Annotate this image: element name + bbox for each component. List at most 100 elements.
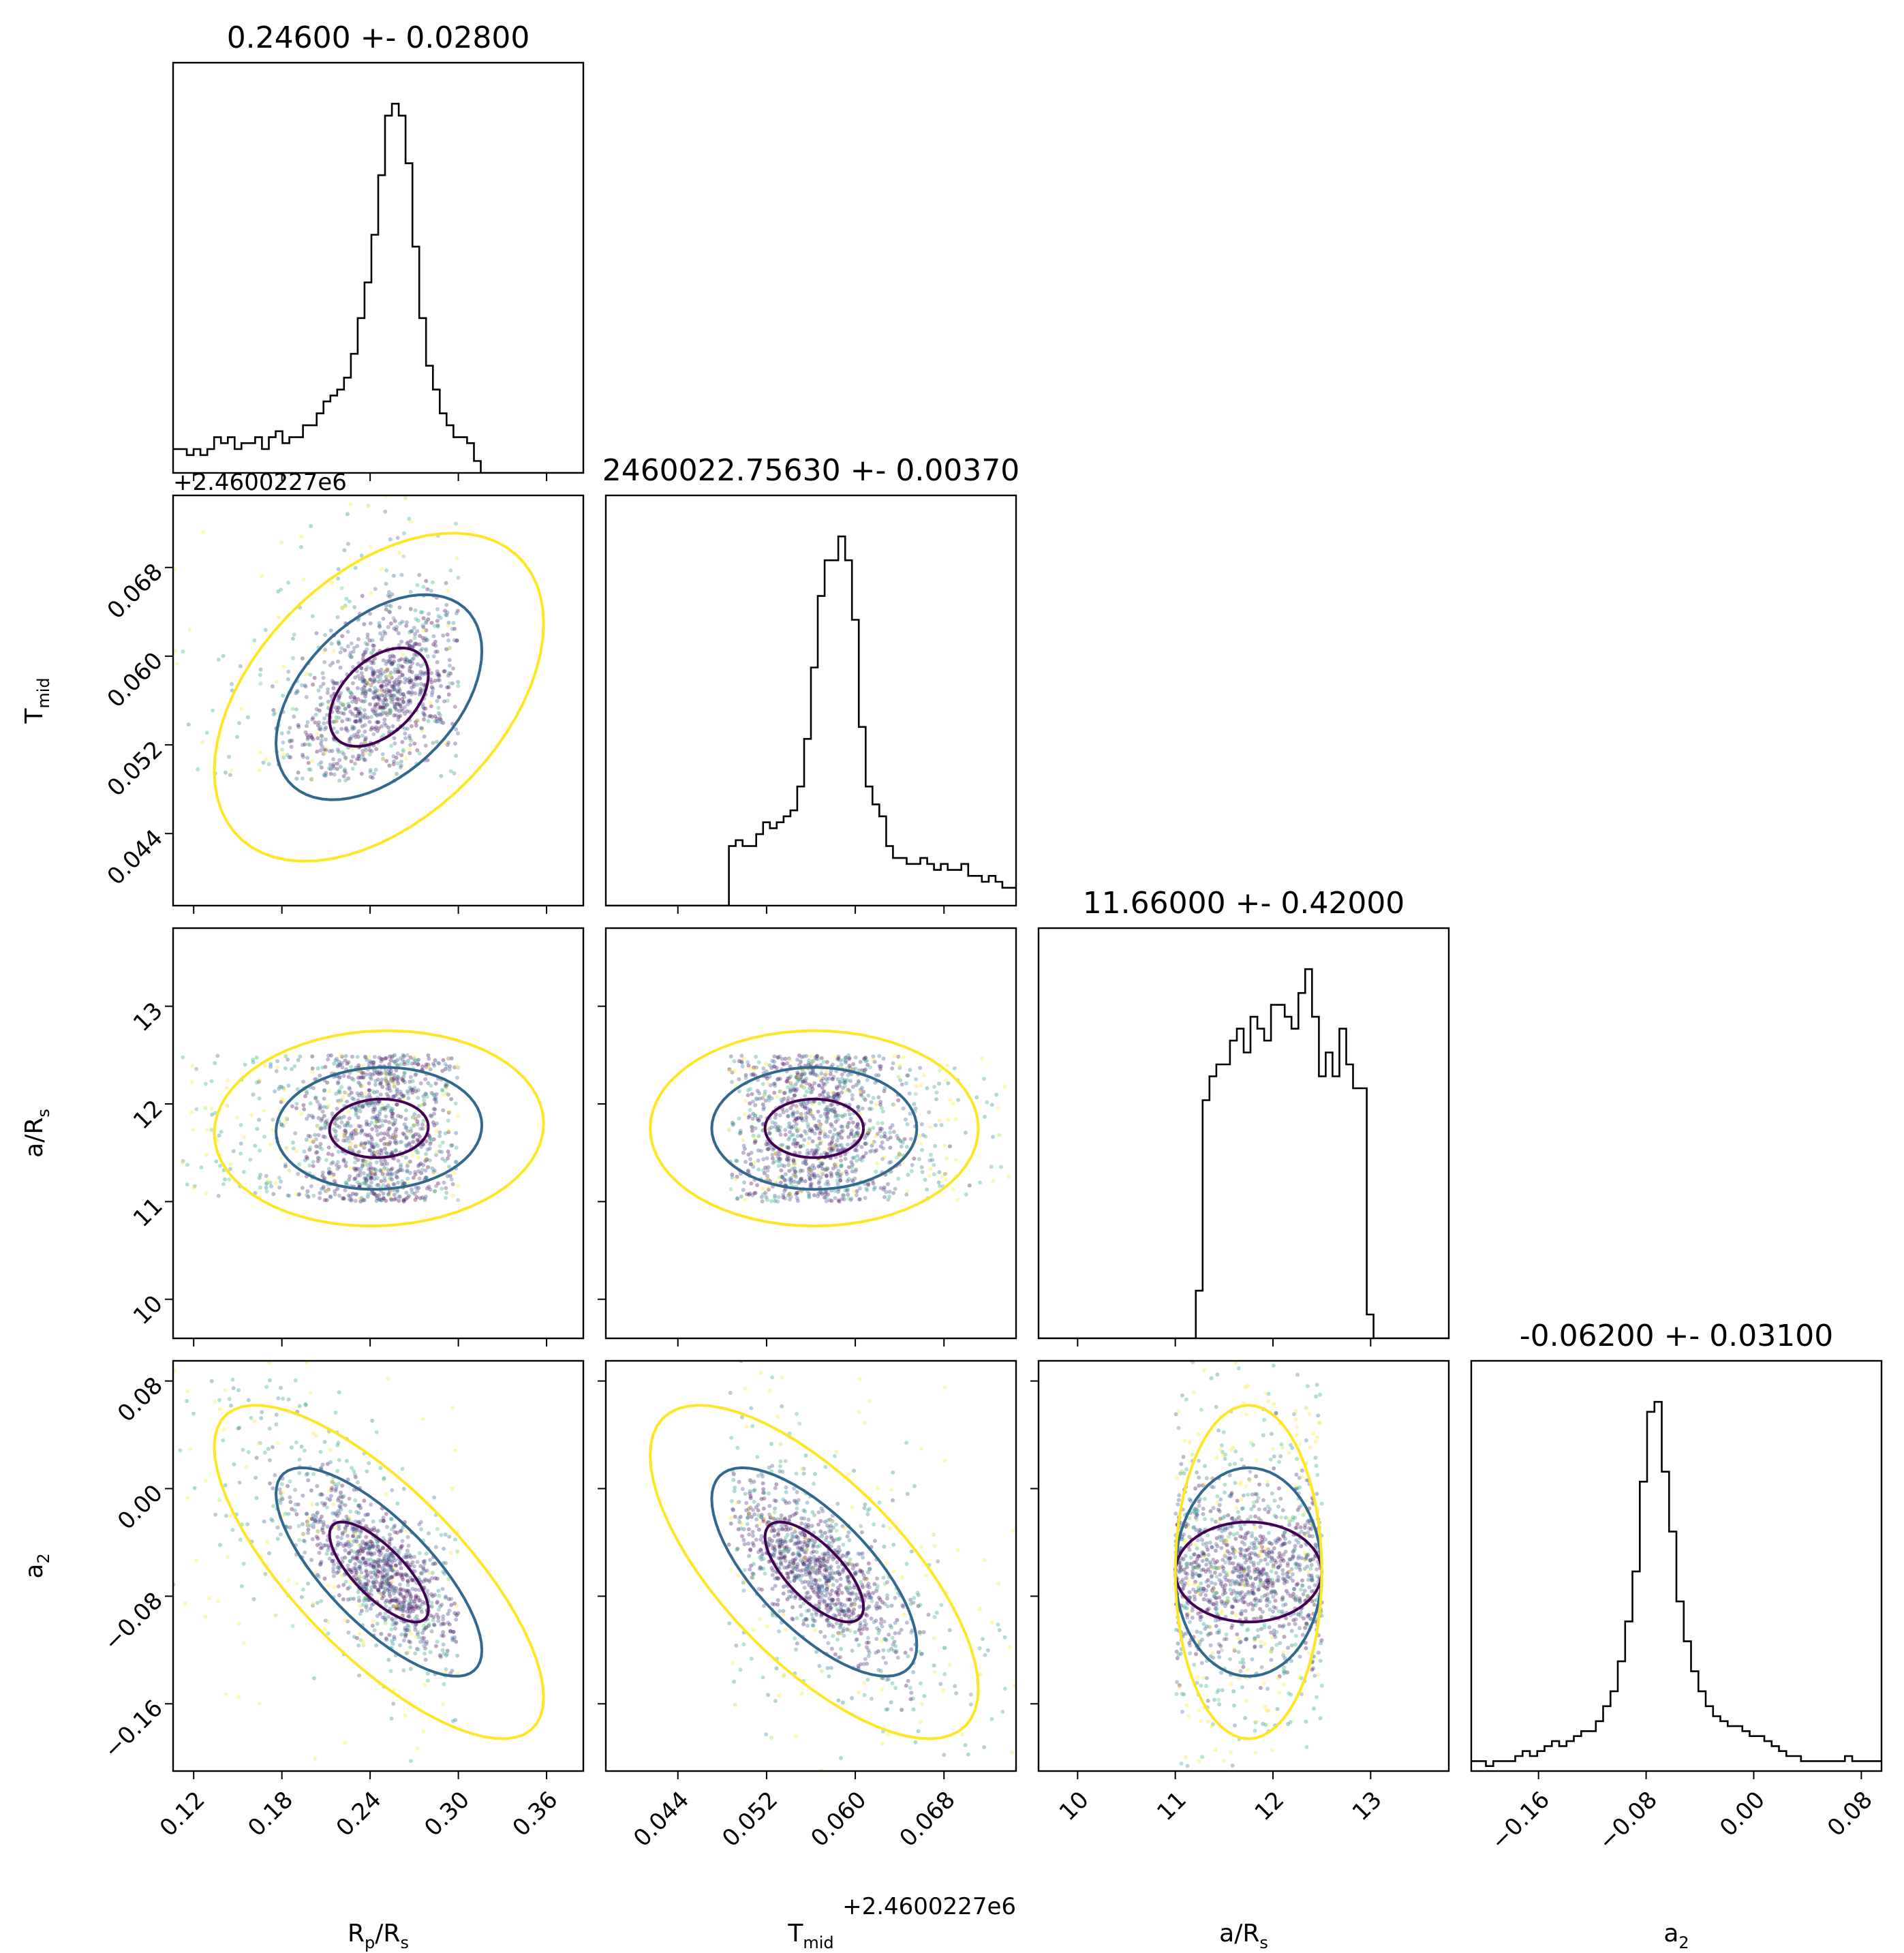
sample-point: [789, 1178, 794, 1182]
sample-point: [293, 1131, 298, 1135]
sample-point: [342, 1134, 347, 1139]
sample-point: [429, 1083, 433, 1088]
sample-point: [792, 1578, 797, 1583]
sample-point: [896, 1098, 901, 1103]
sample-point: [381, 701, 386, 705]
sample-point: [371, 1619, 375, 1624]
sample-point: [404, 1555, 409, 1560]
sample-point: [352, 1469, 356, 1473]
sample-point: [445, 1083, 450, 1087]
sample-point: [380, 671, 385, 676]
sample-point: [849, 1603, 854, 1608]
sample-point: [904, 1081, 908, 1086]
sample-point: [427, 714, 431, 719]
sample-point: [809, 1182, 814, 1186]
sample-point: [356, 1520, 360, 1524]
sample-point: [369, 1060, 374, 1065]
sample-point: [357, 1106, 362, 1111]
sample-point: [435, 678, 440, 682]
sample-point: [342, 1572, 347, 1577]
sample-point: [746, 1060, 750, 1064]
sample-point: [365, 1512, 370, 1517]
sample-point: [432, 1097, 437, 1102]
sample-point: [323, 1135, 328, 1139]
sample-point: [828, 1095, 833, 1100]
sample-point: [878, 1186, 883, 1190]
sample-point: [310, 1066, 315, 1071]
sample-point: [360, 594, 365, 598]
sample-point: [385, 713, 390, 718]
sample-point: [251, 1060, 256, 1064]
sample-point: [314, 631, 319, 636]
sample-point: [433, 1096, 438, 1101]
sample-point: [848, 1079, 853, 1083]
sample-point: [245, 715, 250, 720]
sample-point: [358, 1131, 363, 1135]
sample-point: [357, 1543, 362, 1548]
sample-point: [838, 1601, 842, 1605]
sample-point: [828, 1072, 833, 1077]
sample-point: [857, 1186, 862, 1190]
sample-point: [305, 1091, 309, 1096]
sample-point: [353, 566, 358, 570]
sample-point: [414, 1185, 418, 1190]
contour-level-3: [213, 532, 545, 863]
sample-point: [322, 727, 327, 732]
sample-point: [748, 1101, 752, 1106]
sample-point: [798, 1169, 802, 1174]
sample-point: [379, 1107, 384, 1111]
sample-point: [365, 679, 369, 684]
sample-point: [412, 1601, 417, 1605]
sample-point: [357, 1503, 362, 1507]
sample-point: [396, 666, 401, 671]
sample-point: [335, 708, 339, 713]
sample-point: [405, 1128, 410, 1133]
sample-point: [425, 758, 430, 763]
sample-point: [382, 689, 386, 694]
sample-point: [421, 1163, 425, 1167]
sample-point: [435, 624, 440, 629]
sample-point: [384, 1578, 389, 1583]
sample-point: [452, 1635, 457, 1640]
sample-point: [384, 677, 389, 682]
sample-point: [882, 1134, 887, 1139]
sample-point: [985, 1100, 989, 1105]
sample-point: [387, 589, 391, 594]
sample-point: [866, 1183, 871, 1187]
sample-point: [853, 1572, 857, 1577]
sample-point: [785, 1079, 790, 1083]
sample-point: [309, 1113, 314, 1118]
sample-point: [305, 1520, 309, 1524]
sample-point: [402, 705, 407, 709]
sample-point: [371, 709, 375, 713]
sample-point: [353, 1160, 357, 1165]
sample-point: [431, 634, 436, 639]
sample-point: [399, 1162, 403, 1167]
sample-point: [347, 1544, 352, 1549]
sample-point: [794, 1192, 798, 1197]
sample-point: [358, 1637, 363, 1642]
sample-point: [279, 1495, 284, 1499]
sample-point: [392, 759, 397, 764]
sample-point: [840, 1072, 844, 1077]
sample-point: [770, 1568, 775, 1573]
sample-point: [435, 1601, 440, 1605]
sample-point: [401, 1094, 406, 1098]
sample-point: [370, 1541, 375, 1546]
sample-point: [412, 1578, 416, 1583]
sample-point: [842, 1197, 846, 1201]
sample-point: [820, 1190, 825, 1195]
sample-point: [335, 1107, 339, 1111]
sample-point: [335, 1542, 340, 1547]
sample-point: [390, 1623, 395, 1627]
sample-point: [400, 673, 405, 678]
sample-point: [278, 1532, 283, 1537]
sample-point: [444, 647, 448, 651]
sample-point: [451, 621, 456, 626]
sample-point: [917, 1134, 922, 1139]
sample-point: [753, 1190, 758, 1195]
sample-point: [431, 1618, 435, 1623]
sample-point: [441, 1633, 446, 1638]
sample-point: [836, 1054, 841, 1059]
sample-point: [820, 1509, 825, 1513]
